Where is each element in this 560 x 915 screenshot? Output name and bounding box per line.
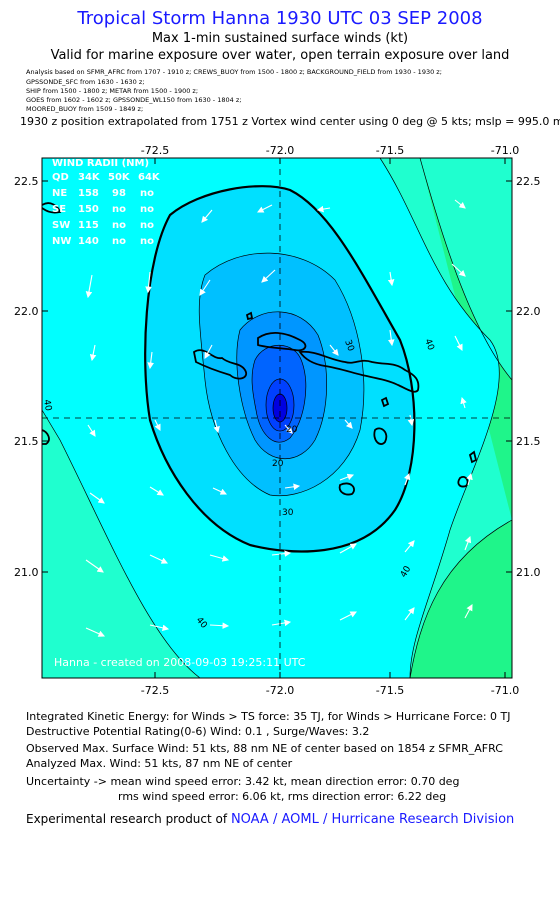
lon-tick-label: -71.5 [376, 684, 404, 697]
lat-tick-label: 22.0 [516, 305, 541, 318]
wind-field-map[interactable]: 30 40 40 40 40 20 30 20 WIND RADII (NM) … [0, 0, 560, 700]
wind-radii-cell: 50K [108, 172, 131, 183]
wind-radii-cell: no [140, 220, 154, 231]
analysis-line: GPSSONDE_SFC from 1630 - 1630 z; [26, 78, 145, 86]
axis-ticks [42, 158, 512, 678]
wind-radii-cell: no [112, 236, 126, 247]
wind-vectors [85, 199, 473, 637]
lat-tick-label: 21.0 [516, 566, 541, 579]
lon-tick-label: -71.5 [376, 144, 404, 157]
lon-tick-label: -72.5 [141, 144, 169, 157]
uncertainty-mean: Uncertainty -> mean wind speed error: 3.… [26, 775, 460, 788]
analysis-line: SHIP from 1500 - 1800 z; METAR from 1500… [26, 87, 199, 95]
analysis-line: MOORED_BUOY from 1509 - 1849 z; [26, 105, 144, 113]
wind-radii-cell: 140 [78, 236, 99, 247]
lat-tick-labels: 22.5 22.0 21.5 21.0 22.5 22.0 21.5 21.0 [14, 175, 541, 579]
map-watermark: Hanna - created on 2008-09-03 19:25:11 U… [54, 656, 306, 669]
lat-tick-label: 21.5 [14, 435, 39, 448]
observed-max-wind: Observed Max. Surface Wind: 51 kts, 88 n… [26, 742, 503, 755]
contour-label: 40 [422, 338, 435, 352]
wind-radii-cell: no [140, 204, 154, 215]
contour-label: 40 [41, 399, 53, 412]
lon-tick-label: -71.0 [491, 144, 519, 157]
credit-prefix: Experimental research product of [26, 812, 228, 826]
contour-labels: 30 40 40 40 40 20 30 20 [41, 338, 436, 631]
credit-line: Experimental research product of NOAA / … [26, 812, 514, 827]
map-frame [41, 157, 513, 679]
map-subtitle-exposure: Valid for marine exposure over water, op… [50, 48, 510, 63]
wind-radii-cell: NW [52, 236, 71, 247]
map-subtitle-winds: Max 1-min sustained surface winds (kt) [151, 31, 409, 46]
wind-contour-fill: 30 40 40 40 40 20 30 20 WIND RADII (NM) … [41, 158, 512, 678]
lon-tick-label: -72.0 [266, 144, 294, 157]
contour-label: 20 [272, 459, 284, 469]
wind-radii-cell: NE [52, 188, 67, 199]
lat-tick-label: 22.0 [14, 305, 39, 318]
wind-radii-table: WIND RADII (NM) QD 34K 50K 64K NE 158 98… [52, 158, 161, 247]
lon-tick-label: -72.5 [141, 684, 169, 697]
wind-radii-cell: SE [52, 204, 66, 215]
lon-tick-label: -72.0 [266, 684, 294, 697]
wind-radii-cell: SW [52, 220, 70, 231]
position-line: 1930 z position extrapolated from 1751 z… [20, 115, 560, 128]
lat-tick-label: 21.0 [14, 566, 39, 579]
hrd-link[interactable]: NOAA / AOML / Hurricane Research Divisio… [230, 812, 515, 827]
coastline [42, 202, 478, 496]
wind-radii-cell: 64K [138, 172, 161, 183]
lon-tick-labels: -72.5 -72.0 -71.5 -71.0 -72.5 -72.0 -71.… [141, 144, 519, 697]
analyzed-max-wind: Analyzed Max. Wind: 51 kts, 87 nm NE of … [26, 757, 293, 770]
wind-radii-cell: 150 [78, 204, 99, 215]
wind-radii-cell: 34K [78, 172, 101, 183]
wind-radii-cell: no [140, 236, 154, 247]
map-title: Tropical Storm Hanna 1930 UTC 03 SEP 200… [77, 8, 483, 29]
lon-tick-label: -71.0 [491, 684, 519, 697]
wind-radii-cell: 158 [78, 188, 99, 199]
analysis-line: GOES from 1602 - 1602 z; GPSSONDE_WL150 … [26, 96, 242, 104]
ike-text: Integrated Kinetic Energy: for Winds > T… [26, 710, 511, 723]
wind-radii-cell: 98 [112, 188, 126, 199]
wind-radii-cell: 115 [78, 220, 99, 231]
contour-label: 20 [286, 425, 298, 435]
wind-radii-cell: no [112, 204, 126, 215]
contour-label: 30 [342, 339, 355, 353]
dpr-text: Destructive Potential Rating(0-6) Wind: … [26, 725, 370, 738]
uncertainty-rms: rms wind speed error: 6.06 kt, rms direc… [118, 790, 447, 803]
lat-tick-label: 21.5 [516, 435, 541, 448]
wind-radii-header: WIND RADII (NM) [52, 158, 149, 169]
wind-radii-cell: no [112, 220, 126, 231]
lat-tick-label: 22.5 [516, 175, 541, 188]
contour-label: 30 [282, 508, 294, 518]
wind-radii-cell: no [140, 188, 154, 199]
wind-radii-cell: QD [52, 172, 69, 183]
analysis-line: Analysis based on SFMR_AFRC from 1707 - … [26, 68, 442, 76]
lat-tick-label: 22.5 [14, 175, 39, 188]
